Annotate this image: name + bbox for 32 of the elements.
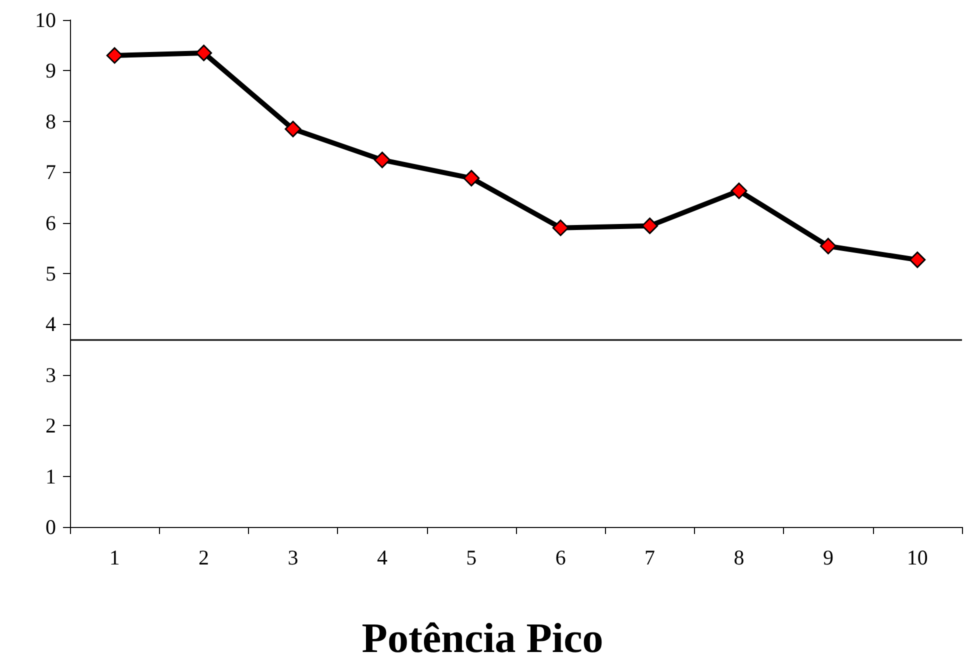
text: Potência Pico [362, 616, 604, 662]
x-tick-label: 9 [822, 546, 834, 570]
x-tick-label: 4 [376, 546, 388, 570]
y-tick-label: 10 [35, 8, 56, 32]
y-tick-label: 3 [46, 362, 56, 387]
point [909, 252, 926, 268]
y-tick-label: 1 [46, 464, 56, 488]
x-tick-label: 10 [906, 546, 928, 570]
y-tick-label: 2 [46, 414, 56, 438]
x-tick-label: 8 [734, 546, 744, 570]
point [284, 120, 302, 138]
point [552, 220, 569, 236]
y-tick-label: 6 [46, 210, 56, 235]
x-tick-label: 3 [288, 546, 298, 570]
y-tick-label: 8 [46, 109, 56, 134]
x-tick-label: 1 [109, 546, 120, 570]
point [642, 218, 658, 234]
point [730, 182, 748, 200]
x-tick-label: 5 [466, 546, 477, 570]
y-tick-label: 7 [46, 160, 56, 184]
point [820, 238, 836, 254]
point [106, 47, 123, 64]
y-tick-label: 9 [46, 58, 56, 83]
y-tick-label: 5 [46, 262, 56, 286]
point [196, 44, 212, 62]
x-tick-label: 7 [644, 546, 656, 570]
y-tick-label: 4 [46, 312, 56, 336]
y-tick-label: 0 [46, 515, 56, 539]
point [463, 170, 480, 186]
point [374, 152, 390, 168]
x-tick-label: 2 [198, 546, 210, 570]
x-tick-label: 6 [555, 546, 566, 570]
